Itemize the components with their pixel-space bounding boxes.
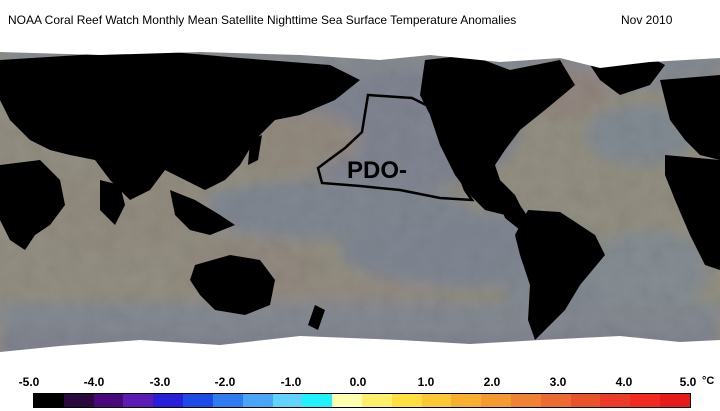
- colorbar-swatch: [421, 394, 452, 407]
- pdo-outline: [316, 93, 475, 202]
- south-america: [515, 210, 605, 340]
- colorbar-tick: 2.0: [483, 375, 501, 389]
- colorbar-swatch: [660, 394, 690, 407]
- colorbar-tick: -4.0: [83, 375, 105, 389]
- colorbar-tick: -5.0: [18, 375, 40, 389]
- colorbar-tick: 3.0: [549, 375, 567, 389]
- colorbar-swatch: [630, 394, 661, 407]
- colorbar-unit: °C: [702, 375, 715, 387]
- colorbar-swatch: [332, 394, 362, 407]
- colorbar-swatch: [481, 394, 511, 407]
- eurasia: [0, 50, 360, 200]
- colorbar-tick: -2.0: [214, 375, 236, 389]
- colorbar-swatch: [391, 394, 422, 407]
- colorbar-swatch: [123, 394, 154, 407]
- australia: [190, 255, 275, 315]
- colorbar-swatch: [63, 394, 94, 407]
- title-bar: NOAA Coral Reef Watch Monthly Mean Satel…: [0, 0, 720, 40]
- colorbar-swatch: [93, 394, 124, 407]
- colorbar: -5.0 -4.0 -3.0 -2.0 -1.0 0.0 1.0 2.0 3.0…: [0, 371, 720, 411]
- colorbar-tick: 5.0: [679, 375, 697, 389]
- japan: [248, 135, 262, 165]
- new-zealand: [308, 305, 325, 330]
- india: [100, 180, 125, 225]
- colorbar-swatch: [183, 394, 213, 407]
- colorbar-tick: -1.0: [280, 375, 302, 389]
- colorbar-swatch: [600, 394, 631, 407]
- europe: [660, 75, 720, 160]
- africa: [0, 160, 65, 250]
- colorbar-swatch: [361, 394, 392, 407]
- southeast-asia: [170, 190, 235, 235]
- sst-anomaly-map: PDO-: [0, 40, 720, 371]
- colorbar-tick: 1.0: [417, 375, 435, 389]
- map-date: Nov 2010: [621, 13, 673, 27]
- colorbar-swatch: [511, 394, 541, 407]
- map-title: NOAA Coral Reef Watch Monthly Mean Satel…: [8, 13, 517, 27]
- colorbar-swatch: [451, 394, 482, 407]
- colorbar-swatch: [153, 394, 184, 407]
- sea-ice-mask: [0, 40, 720, 371]
- colorbar-swatch: [212, 394, 243, 407]
- colorbar-tick: 0.0: [349, 375, 367, 389]
- africa-east: [665, 155, 720, 270]
- colorbar-swatch: [540, 394, 571, 407]
- colorbar-swatch: [302, 394, 333, 407]
- colorbar-swatch: [272, 394, 303, 407]
- colorbar-tick: -3.0: [149, 375, 171, 389]
- colorbar-swatch: [242, 394, 273, 407]
- colorbar-tick: 4.0: [615, 375, 633, 389]
- pdo-label: PDO-: [347, 157, 407, 184]
- colorbar-swatch: [570, 394, 601, 407]
- central-america: [495, 190, 530, 230]
- colorbar-swatches: [33, 393, 691, 408]
- colorbar-swatch: [34, 394, 64, 407]
